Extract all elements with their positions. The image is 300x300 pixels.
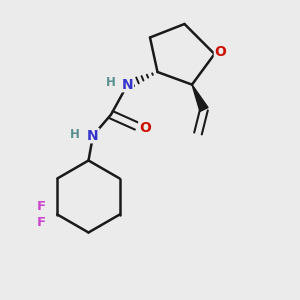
Text: F: F bbox=[36, 200, 45, 214]
Text: H: H bbox=[106, 76, 116, 89]
Text: N: N bbox=[87, 129, 99, 142]
Text: H: H bbox=[70, 128, 80, 141]
Text: O: O bbox=[139, 122, 151, 135]
Polygon shape bbox=[192, 85, 208, 112]
Text: O: O bbox=[214, 45, 226, 58]
Text: N: N bbox=[122, 78, 133, 92]
Text: F: F bbox=[36, 215, 45, 229]
